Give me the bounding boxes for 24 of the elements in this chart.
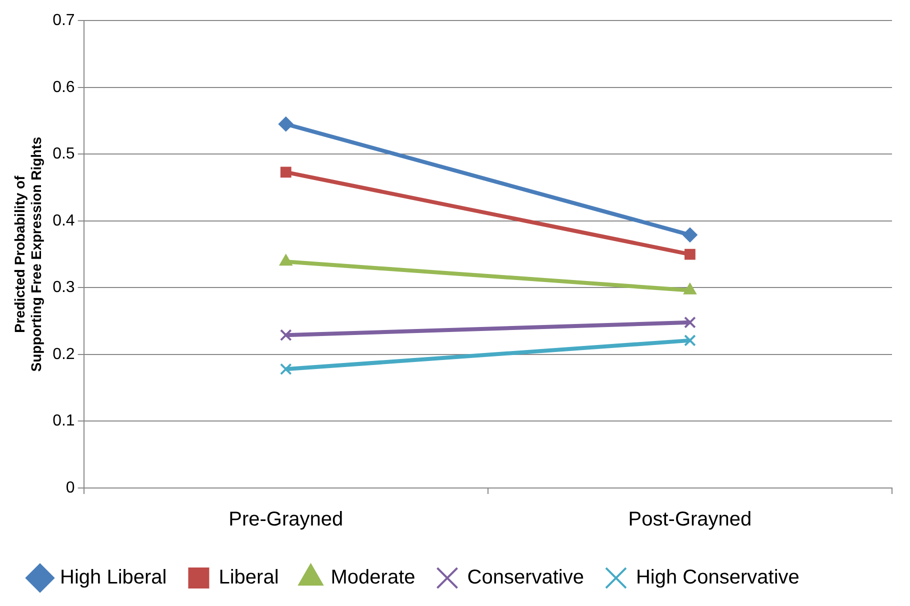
point <box>682 227 698 242</box>
point <box>280 363 292 376</box>
point <box>280 329 292 342</box>
legend-label: Liberal <box>218 566 279 589</box>
y-tick-label: 0.2 <box>52 346 75 363</box>
y-axis-title: Predicted Probability of Supporting Free Expression Rights <box>11 136 44 372</box>
y-tick-label: 0.6 <box>52 78 75 96</box>
y-tick-label: 0.3 <box>52 279 75 296</box>
y-tick-label: 0 <box>66 479 75 496</box>
point <box>278 116 294 132</box>
point <box>684 248 696 260</box>
legend-label: Moderate <box>330 566 416 589</box>
legend-label: High Liberal <box>60 566 167 589</box>
y-tick-label: 0.1 <box>52 412 75 430</box>
point <box>684 334 696 346</box>
legend-label: High Conservative <box>636 566 800 589</box>
x-tick-label: Pre-Grayned <box>228 508 344 531</box>
point <box>684 316 696 328</box>
point <box>280 166 292 178</box>
x-tick-label: Post-Grayned <box>628 508 752 531</box>
y-tick-label: 0.4 <box>52 212 75 230</box>
legend-label: Conservative <box>467 566 584 589</box>
y-tick-label: 0.7 <box>52 12 75 30</box>
y-tick-label: 0.5 <box>52 146 75 163</box>
